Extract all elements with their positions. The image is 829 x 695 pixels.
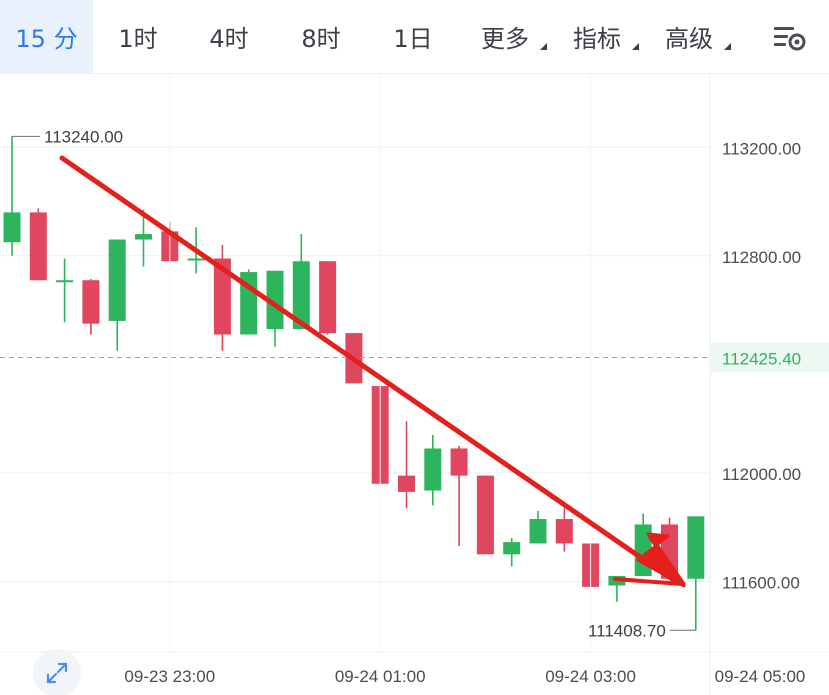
y-tick-label: 113200.00 [722, 139, 801, 158]
candle-body [476, 475, 494, 555]
candle-body [319, 261, 337, 334]
tab-label: 4时 [209, 25, 249, 53]
tab-1h[interactable]: 1时 [93, 0, 183, 74]
trend-arrowhead-stroke [613, 577, 684, 586]
tab-label: 15 分 [15, 25, 78, 53]
candle-body [450, 448, 468, 476]
tab-label: 1日 [393, 25, 433, 53]
candle-body [56, 280, 74, 283]
trend-arrow-line [59, 155, 675, 582]
tab-label: 更多 [481, 25, 529, 53]
dropdown-caret-icon [632, 42, 639, 50]
x-tick-label: 09-24 03:00 [545, 667, 636, 686]
candle-body [292, 261, 310, 330]
tab-15m[interactable]: 15 分 [0, 0, 93, 74]
x-tick-label: 09-24 01:00 [335, 667, 426, 686]
tab-label: 高级 [665, 25, 713, 53]
low-price-label: 111408.70 [588, 621, 666, 640]
tab-4h[interactable]: 4时 [183, 0, 275, 74]
dropdown-caret-icon [724, 42, 731, 50]
tab-8h[interactable]: 8时 [275, 0, 367, 74]
dropdown-caret-icon [540, 42, 547, 50]
chart-settings-icon[interactable] [771, 20, 807, 54]
candle-body [108, 239, 126, 321]
candle-body [398, 475, 415, 492]
trend-arrowhead-stroke [647, 533, 686, 587]
candle-body [555, 519, 573, 544]
tab-indicators[interactable]: 指标 [551, 0, 643, 74]
x-tick-label: 09-24 05:00 [715, 667, 806, 686]
x-tick-label: 09-23 23:00 [124, 667, 215, 686]
current-price-box [711, 342, 829, 373]
tab-label: 指标 [573, 25, 621, 53]
y-tick-label: 112800.00 [722, 248, 801, 267]
y-tick-label: 111600.00 [722, 573, 800, 592]
tab-label: 1时 [118, 25, 158, 53]
candle-body [3, 212, 21, 243]
candle-body [213, 258, 231, 335]
chart-canvas: 113200.00 112800.00 112000.00 111600.00 09-2… [0, 74, 829, 695]
timeframe-toolbar: 15 分 1时 4时 8时 1日 更多 指标 高级 [0, 0, 829, 74]
y-tick-label: 112000.00 [722, 465, 801, 484]
candle-body [135, 234, 152, 240]
tab-more[interactable]: 更多 [459, 0, 551, 74]
candle-body [187, 258, 205, 261]
candle-body [266, 270, 284, 330]
tab-advanced[interactable]: 高级 [643, 0, 735, 74]
expand-arrows-icon[interactable] [33, 649, 81, 695]
tab-1d[interactable]: 1日 [367, 0, 459, 74]
candlestick-chart[interactable]: 113200.00 112800.00 112000.00 111600.00 09-2… [0, 74, 829, 695]
candle-body [503, 542, 521, 555]
candle-body [424, 448, 442, 491]
high-price-label: 113240.00 [44, 127, 123, 146]
candle-body [687, 516, 705, 579]
tab-label: 8时 [301, 25, 341, 53]
candle-body [529, 519, 547, 544]
candle-body [82, 280, 100, 324]
candle-body [29, 212, 47, 281]
current-price-label: 112425.40 [722, 349, 801, 368]
